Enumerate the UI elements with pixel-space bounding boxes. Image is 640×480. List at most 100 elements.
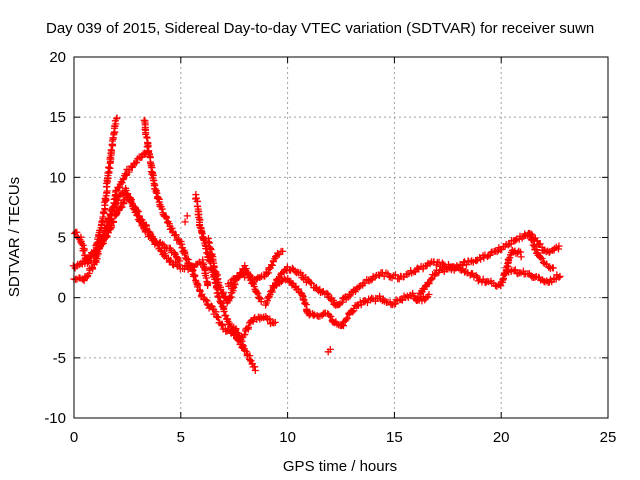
data-point [538, 254, 546, 262]
data-point [203, 249, 211, 257]
data-point [549, 264, 557, 272]
data-point [80, 247, 88, 255]
data-point [181, 218, 189, 226]
data-point [425, 291, 433, 299]
data-point [231, 275, 239, 283]
data-point [245, 355, 253, 363]
x-tick-label: 0 [70, 429, 78, 446]
data-point [392, 271, 400, 279]
data-point [349, 308, 357, 316]
x-tick-label: 15 [386, 429, 403, 446]
grid [74, 57, 608, 418]
data-point [191, 272, 199, 280]
y-tick-label: 15 [49, 109, 66, 126]
data-point [154, 194, 162, 202]
data-point [528, 236, 536, 244]
data-point [108, 207, 116, 215]
x-tick-label: 20 [493, 429, 510, 446]
data-point [545, 263, 553, 271]
data-point [142, 129, 150, 137]
data-point [517, 253, 525, 261]
data-point [537, 253, 545, 261]
data-point [255, 294, 263, 302]
data-point [183, 212, 191, 220]
data-point [239, 268, 247, 276]
data-point [217, 299, 225, 307]
data-point [158, 205, 166, 213]
y-tick-label: 10 [49, 169, 66, 186]
data-point [138, 153, 146, 161]
data-point [327, 312, 335, 320]
data-point [253, 288, 261, 296]
data-point [214, 313, 222, 321]
y-tick-label: 20 [49, 49, 66, 66]
data-point [266, 315, 274, 323]
data-points [69, 114, 564, 375]
data-point [357, 301, 365, 309]
data-point [152, 188, 160, 196]
data-point [333, 320, 341, 328]
data-point [188, 266, 196, 274]
data-point [242, 265, 250, 273]
data-point [511, 266, 519, 274]
data-point [134, 208, 142, 216]
y-axis-label: SDTVAR / TECUs [6, 177, 23, 297]
data-point [343, 314, 351, 322]
x-tick-label: 25 [600, 429, 617, 446]
data-point [324, 348, 332, 356]
data-point [254, 289, 262, 297]
data-point [153, 240, 161, 248]
y-tick-label: 0 [58, 290, 66, 307]
data-point [328, 318, 336, 326]
y-tick-label: -10 [44, 410, 66, 427]
data-point [207, 302, 215, 310]
data-point [113, 114, 121, 122]
data-point [94, 250, 102, 258]
data-point [425, 280, 433, 288]
data-point [119, 176, 127, 184]
data-point [163, 214, 171, 222]
data-point [143, 133, 151, 141]
data-point [133, 206, 141, 214]
data-point [224, 317, 232, 325]
data-point [103, 232, 111, 240]
data-point [279, 247, 287, 255]
data-point [251, 367, 259, 375]
x-axis-label: GPS time / hours [283, 458, 397, 475]
data-point [128, 163, 136, 171]
data-point [308, 279, 316, 287]
data-point [338, 298, 346, 306]
data-point [203, 300, 211, 308]
y-tick-label: -5 [53, 350, 66, 367]
data-point [342, 316, 350, 324]
y-tick-label: 5 [58, 230, 66, 247]
data-point [474, 277, 482, 285]
data-point [230, 284, 238, 292]
data-point [105, 163, 113, 171]
data-point [205, 256, 213, 264]
data-point [268, 261, 276, 269]
data-point [107, 146, 115, 154]
data-point [431, 271, 439, 279]
data-point [241, 262, 249, 270]
data-point [477, 255, 485, 263]
data-point [194, 281, 202, 289]
data-point [516, 248, 524, 256]
data-point [514, 270, 522, 278]
data-point [472, 257, 480, 265]
data-point [239, 342, 247, 350]
data-point [435, 258, 443, 266]
data-point [414, 293, 422, 301]
data-point [218, 321, 226, 329]
data-point [361, 279, 369, 287]
data-point [323, 289, 331, 297]
data-point [109, 217, 117, 225]
axis-ticks: 0 5 10 15 20 25 -10 -5 0 5 10 15 20 [44, 49, 616, 446]
data-point [556, 272, 564, 280]
data-point [264, 294, 272, 302]
data-point [268, 288, 276, 296]
data-point [472, 272, 480, 280]
data-point [226, 294, 234, 302]
data-point [78, 240, 86, 248]
